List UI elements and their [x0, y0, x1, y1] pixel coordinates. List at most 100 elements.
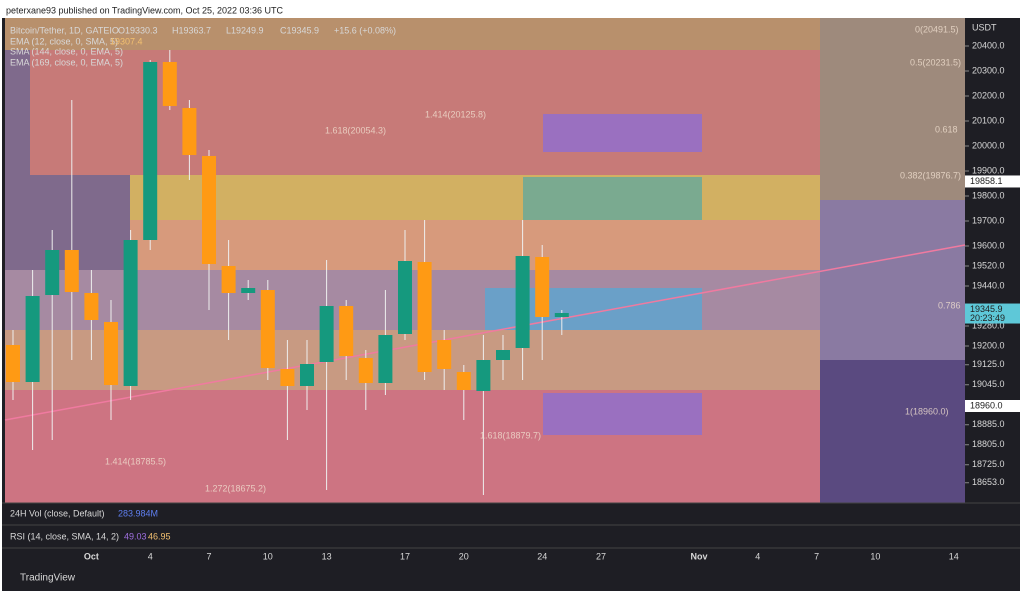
ohlc: C19345.9	[280, 25, 319, 35]
candle-body	[280, 369, 295, 386]
y-tick-label: 20000.0	[972, 140, 1005, 150]
fib-label: 0.382(19876.7)	[900, 170, 961, 180]
ohlc: O19330.3	[118, 25, 158, 35]
y-tick-label: 18885.0	[972, 419, 1005, 429]
publisher: peterxane93 published on TradingView.com…	[6, 5, 284, 15]
pane-label: 24H Vol (close, Default)	[10, 508, 105, 518]
ohlc: H19363.7	[172, 25, 211, 35]
candle-body	[398, 261, 412, 334]
y-tick-label: 19700.0	[972, 215, 1005, 225]
y-tick-label: 19800.0	[972, 190, 1005, 200]
ohlc: L19249.9	[226, 25, 264, 35]
y-tick-label: 19045.0	[972, 379, 1005, 389]
price-badge	[965, 175, 1020, 188]
zone	[5, 330, 820, 390]
y-tick-label: 19125.0	[972, 359, 1005, 369]
y-tick-label: 18805.0	[972, 439, 1005, 449]
zone	[5, 18, 820, 50]
candle-body	[25, 296, 40, 382]
price-badge-label: 18960.0	[970, 400, 1003, 410]
x-tick-label: 7	[814, 551, 819, 561]
candle-body	[535, 257, 550, 317]
y-tick-label: 18725.0	[972, 459, 1005, 469]
trend-line	[4, 244, 966, 421]
candle-body	[300, 364, 314, 386]
price-badge-label: 19858.1	[970, 176, 1003, 186]
brand[interactable]: TradingView	[20, 573, 76, 584]
candle-body	[123, 240, 138, 386]
x-tick-label: 10	[263, 551, 273, 561]
zone	[130, 220, 820, 270]
axis-unit: USDT	[972, 22, 997, 32]
candle-body	[456, 372, 471, 390]
candle-body	[437, 340, 452, 369]
price-badge	[965, 303, 1020, 324]
price-badge-label: 19345.9	[970, 304, 1003, 314]
candle-body	[104, 322, 118, 385]
zone	[523, 177, 702, 220]
y-tick-label: 19280.0	[972, 320, 1005, 330]
pane-value: 46.95	[148, 531, 171, 541]
candle-body	[339, 306, 354, 356]
candle-body	[143, 62, 158, 240]
indicator-value: 19307.4	[110, 36, 143, 46]
zone	[543, 393, 702, 435]
x-tick-label: 7	[206, 551, 211, 561]
candle-body	[45, 250, 60, 295]
y-tick-label: 19440.0	[972, 280, 1005, 290]
fib-label: 1(18960.0)	[905, 406, 949, 416]
price-badge	[965, 400, 1020, 412]
x-tick-label: 4	[755, 551, 760, 561]
fib-label: 1.414(18785.5)	[105, 456, 166, 466]
zone	[820, 360, 965, 503]
x-tick-label: 27	[596, 551, 606, 561]
x-tick-label: 17	[400, 551, 410, 561]
y-tick-label: 20400.0	[972, 40, 1005, 50]
x-tick-label: 13	[322, 551, 332, 561]
y-tick-label: 20300.0	[972, 65, 1005, 75]
y-tick-label: 19520.0	[972, 260, 1005, 270]
x-tick-label: 20	[459, 551, 469, 561]
candle-body	[476, 360, 491, 391]
x-tick-label: 4	[148, 551, 153, 561]
fib-label: 0(20491.5)	[915, 24, 959, 34]
candle-body	[515, 256, 530, 348]
y-tick-label: 19900.0	[972, 165, 1005, 175]
y-tick-label: 20100.0	[972, 115, 1005, 125]
ohlc: +15.6 (+0.08%)	[334, 25, 396, 35]
candle-body	[84, 293, 99, 320]
y-tick-label: 19200.0	[972, 340, 1005, 350]
y-tick-label: 19600.0	[972, 240, 1005, 250]
x-tick-label: Oct	[84, 551, 99, 561]
x-tick-label: 24	[537, 551, 547, 561]
zone	[820, 18, 965, 200]
candle-body	[202, 156, 216, 264]
price-badge-time: 20:23:49	[970, 313, 1005, 323]
candle-body	[417, 262, 432, 372]
y-tick-label: 20200.0	[972, 90, 1005, 100]
candle-body	[378, 335, 393, 383]
fib-zones	[4, 18, 966, 503]
candle-body	[554, 313, 569, 317]
candle-body	[162, 62, 177, 106]
pane-value: 283.984M	[118, 508, 158, 518]
symbol: Bitcoin/Tether, 1D, GATEIO	[10, 25, 119, 35]
pane-label: RSI (14, close, SMA, 14, 2)	[10, 531, 119, 541]
pane-value: 49.03	[124, 531, 147, 541]
x-tick-label: Nov	[690, 551, 707, 561]
fib-label: 0.5(20231.5)	[910, 57, 961, 67]
plot	[6, 50, 569, 495]
candle-body	[182, 108, 197, 155]
x-tick-label: 14	[949, 551, 959, 561]
fib-label: 1.618(18879.7)	[480, 430, 541, 440]
x-tick-label: 10	[870, 551, 880, 561]
indicator: SMA (144, close, 0, EMA, 5)	[10, 46, 123, 56]
indicator: EMA (169, close, 0, EMA, 5)	[10, 57, 123, 67]
zone	[30, 50, 820, 175]
fib-label: 1.272(18675.2)	[205, 483, 266, 493]
fib-label: 1.414(20125.8)	[425, 109, 486, 119]
candle-body	[496, 350, 510, 360]
candle-body	[319, 306, 334, 362]
